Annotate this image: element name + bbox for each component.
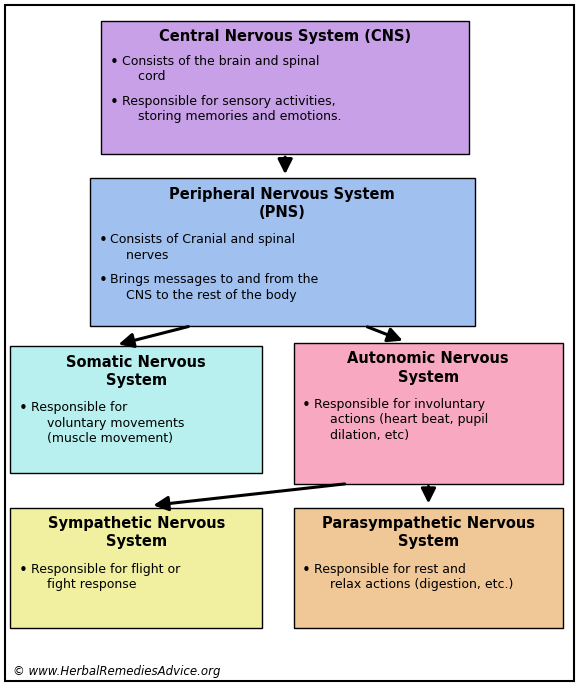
Text: © www.HerbalRemediesAdvice.org: © www.HerbalRemediesAdvice.org bbox=[13, 665, 220, 678]
Text: Brings messages to and from the
    CNS to the rest of the body: Brings messages to and from the CNS to t… bbox=[110, 273, 318, 302]
Text: Responsible for sensory activities,
    storing memories and emotions.: Responsible for sensory activities, stor… bbox=[122, 95, 341, 123]
Text: Peripheral Nervous System
(PNS): Peripheral Nervous System (PNS) bbox=[170, 187, 395, 220]
Text: Autonomic Nervous
System: Autonomic Nervous System bbox=[347, 351, 509, 385]
Text: •: • bbox=[110, 55, 119, 70]
Text: Somatic Nervous
System: Somatic Nervous System bbox=[67, 355, 206, 388]
Text: Responsible for involuntary
    actions (heart beat, pupil
    dilation, etc): Responsible for involuntary actions (hea… bbox=[314, 398, 488, 442]
Text: •: • bbox=[302, 563, 311, 578]
Text: Responsible for flight or
    fight response: Responsible for flight or fight response bbox=[31, 563, 180, 591]
Text: Sympathetic Nervous
System: Sympathetic Nervous System bbox=[47, 516, 225, 549]
Text: Responsible for rest and
    relax actions (digestion, etc.): Responsible for rest and relax actions (… bbox=[314, 563, 513, 591]
Text: •: • bbox=[19, 563, 28, 578]
Text: Responsible for
    voluntary movements
    (muscle movement): Responsible for voluntary movements (mus… bbox=[31, 401, 184, 445]
Text: •: • bbox=[19, 401, 28, 416]
Text: •: • bbox=[302, 398, 311, 413]
FancyBboxPatch shape bbox=[294, 508, 563, 628]
Text: •: • bbox=[98, 273, 107, 288]
FancyBboxPatch shape bbox=[10, 508, 262, 628]
Text: Consists of Cranial and spinal
    nerves: Consists of Cranial and spinal nerves bbox=[110, 233, 295, 262]
FancyBboxPatch shape bbox=[10, 346, 262, 473]
Text: •: • bbox=[98, 233, 107, 248]
Text: Consists of the brain and spinal
    cord: Consists of the brain and spinal cord bbox=[122, 55, 319, 84]
FancyBboxPatch shape bbox=[294, 343, 563, 484]
FancyBboxPatch shape bbox=[90, 178, 475, 326]
FancyBboxPatch shape bbox=[101, 21, 469, 154]
Text: Central Nervous System (CNS): Central Nervous System (CNS) bbox=[159, 29, 411, 44]
Text: •: • bbox=[110, 95, 119, 110]
Text: Parasympathetic Nervous
System: Parasympathetic Nervous System bbox=[322, 516, 534, 549]
